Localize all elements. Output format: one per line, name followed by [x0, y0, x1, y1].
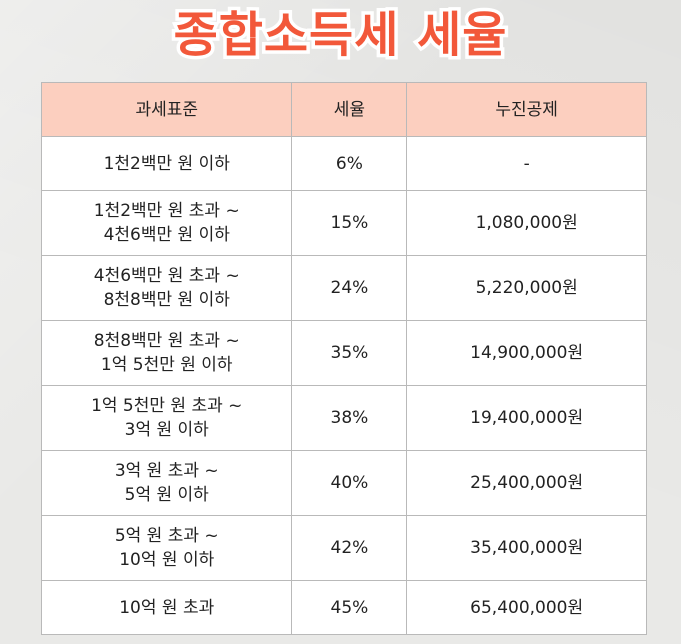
deduction-cell: 65,400,000원: [406, 580, 647, 635]
tax-base-line: 8천8백만 원 이하: [103, 290, 230, 310]
tax-base-line: 4천6백만 원 이하: [103, 225, 230, 245]
tax-base-line: 3억 원 초과 ~: [114, 461, 219, 481]
page-title: 종합소득세 세율: [170, 4, 510, 67]
tax-rate-cell: 38%: [291, 385, 408, 451]
tax-rate-cell: 45%: [291, 580, 408, 635]
tax-base-cell: 10억 원 초과: [40, 580, 293, 635]
tax-base-line: 3억 원 이하: [124, 420, 209, 440]
table-row: 8천8백만 원 초과 ~ 1억 5천만 원 이하 35% 14,900,000원: [40, 320, 647, 386]
table-header-row: 과세표준 세율 누진공제: [40, 82, 647, 137]
deduction-cell: 25,400,000원: [406, 450, 647, 516]
tax-base-line: 5억 원 초과 ~: [114, 526, 219, 546]
header-progressive-deduction: 누진공제: [406, 82, 647, 137]
tax-base-cell: 5억 원 초과 ~ 10억 원 이하: [40, 515, 293, 581]
table-row: 5억 원 초과 ~ 10억 원 이하 42% 35,400,000원: [40, 515, 647, 581]
tax-base-cell: 1천2백만 원 초과 ~ 4천6백만 원 이하: [40, 190, 293, 256]
tax-rate-cell: 15%: [291, 190, 408, 256]
header-tax-base: 과세표준: [40, 82, 293, 137]
table-row: 4천6백만 원 초과 ~ 8천8백만 원 이하 24% 5,220,000원: [40, 255, 647, 321]
tax-base-line: 10억 원 초과: [119, 597, 215, 618]
tax-base-line: 10억 원 이하: [119, 550, 215, 570]
tax-base-line: 1억 5천만 원 초과 ~: [91, 396, 243, 416]
tax-base-line: 8천8백만 원 초과 ~: [93, 331, 240, 351]
tax-base-cell: 3억 원 초과 ~ 5억 원 이하: [40, 450, 293, 516]
header-tax-rate: 세율: [291, 82, 408, 137]
table-row: 1억 5천만 원 초과 ~ 3억 원 이하 38% 19,400,000원: [40, 385, 647, 451]
tax-base-cell: 1억 5천만 원 초과 ~ 3억 원 이하: [40, 385, 293, 451]
tax-base-line: 4천6백만 원 초과 ~: [93, 266, 240, 286]
tax-base-cell: 4천6백만 원 초과 ~ 8천8백만 원 이하: [40, 255, 293, 321]
deduction-cell: 19,400,000원: [406, 385, 647, 451]
tax-base-cell: 8천8백만 원 초과 ~ 1억 5천만 원 이하: [40, 320, 293, 386]
table-row: 10억 원 초과 45% 65,400,000원: [40, 580, 647, 635]
tax-rate-cell: 42%: [291, 515, 408, 581]
tax-base-line: 1천2백만 원 이하: [103, 153, 230, 174]
deduction-cell: 35,400,000원: [406, 515, 647, 581]
table-row: 3억 원 초과 ~ 5억 원 이하 40% 25,400,000원: [40, 450, 647, 516]
deduction-cell: 5,220,000원: [406, 255, 647, 321]
table-row: 1천2백만 원 초과 ~ 4천6백만 원 이하 15% 1,080,000원: [40, 190, 647, 256]
table-row: 1천2백만 원 이하 6% -: [40, 136, 647, 191]
tax-base-cell: 1천2백만 원 이하: [40, 136, 293, 191]
tax-base-line: 5억 원 이하: [124, 485, 209, 505]
deduction-cell: 1,080,000원: [406, 190, 647, 256]
deduction-cell: -: [406, 136, 647, 191]
tax-rate-cell: 6%: [291, 136, 408, 191]
tax-rate-table: 과세표준 세율 누진공제 1천2백만 원 이하 6% - 1천2백만 원 초과 …: [40, 82, 647, 635]
tax-base-line: 1억 5천만 원 이하: [100, 355, 233, 375]
tax-rate-cell: 24%: [291, 255, 408, 321]
deduction-cell: 14,900,000원: [406, 320, 647, 386]
tax-rate-cell: 35%: [291, 320, 408, 386]
tax-rate-cell: 40%: [291, 450, 408, 516]
tax-base-line: 1천2백만 원 초과 ~: [93, 201, 240, 221]
